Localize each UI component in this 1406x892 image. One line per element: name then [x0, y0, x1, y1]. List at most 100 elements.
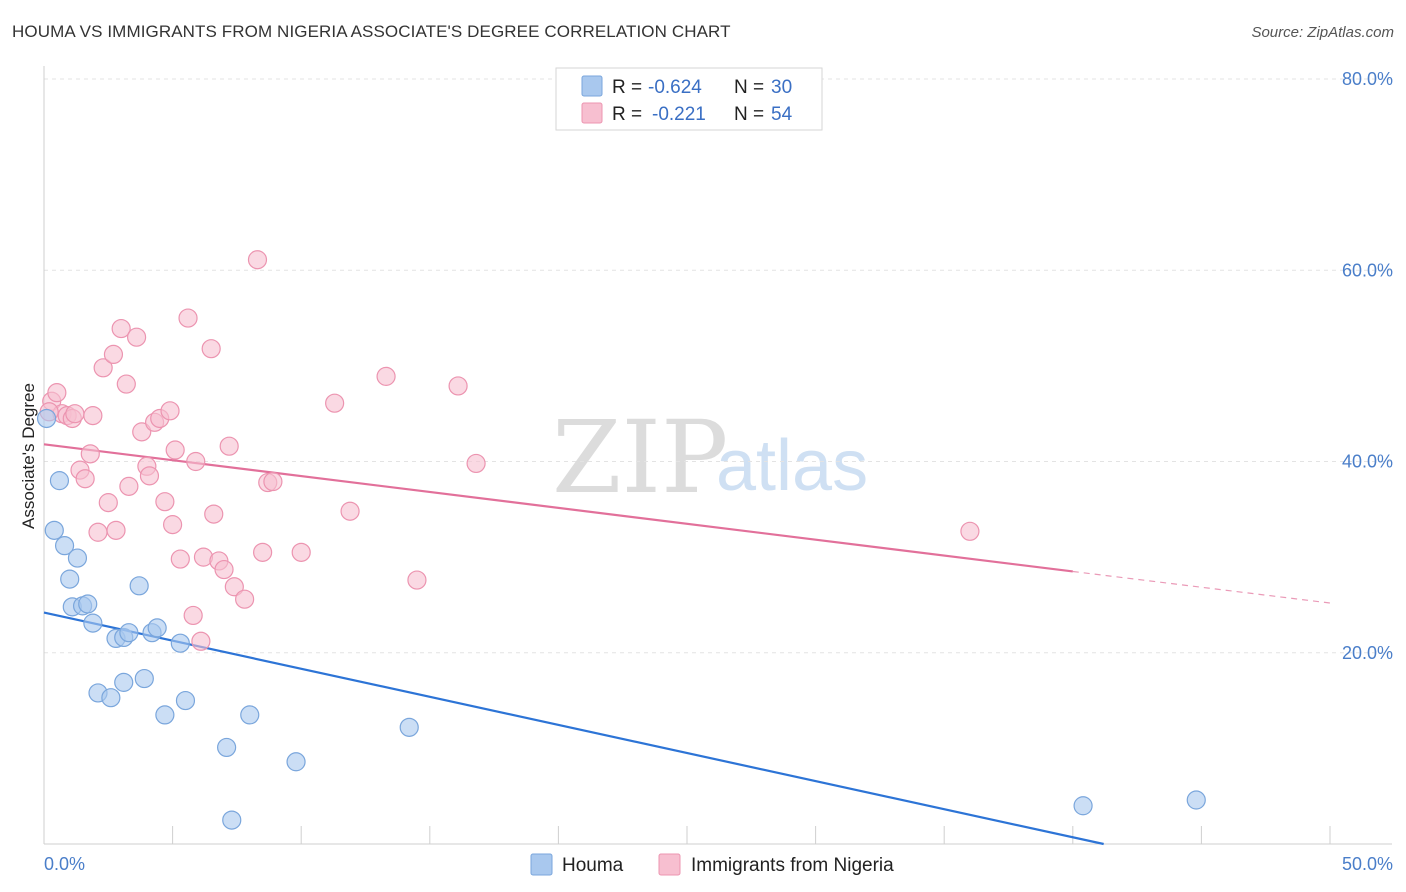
- legend-row-houma: R = -0.624 N = 30: [581, 75, 792, 98]
- y-tick-label: 60.0%: [1342, 260, 1393, 280]
- point-houma: [83, 613, 103, 633]
- point-houma: [147, 618, 167, 638]
- point-nigeria: [83, 406, 103, 426]
- x-tick-label: 50.0%: [1342, 854, 1393, 874]
- point-nigeria: [376, 366, 396, 386]
- bottom-legend-swatch-houma: [530, 853, 553, 876]
- trend-line-nigeria: [43, 443, 1073, 573]
- point-nigeria: [219, 436, 239, 456]
- point-nigeria: [119, 476, 139, 496]
- legend-r-label: R =: [612, 104, 642, 125]
- point-houma: [119, 623, 139, 643]
- point-nigeria: [263, 471, 283, 492]
- point-houma: [101, 688, 121, 708]
- point-nigeria: [160, 401, 180, 421]
- point-nigeria: [111, 318, 131, 339]
- trend-lines: [43, 443, 1331, 846]
- y-tick-label: 20.0%: [1342, 643, 1393, 663]
- point-nigeria: [214, 559, 234, 580]
- point-houma: [114, 672, 134, 692]
- point-nigeria: [960, 521, 980, 541]
- point-houma: [1073, 796, 1093, 816]
- point-nigeria: [235, 589, 255, 609]
- point-nigeria: [204, 504, 224, 524]
- y-tick-label: 80.0%: [1342, 69, 1393, 89]
- point-nigeria: [247, 250, 268, 270]
- point-nigeria: [201, 339, 221, 359]
- point-nigeria: [291, 542, 311, 562]
- point-nigeria: [75, 469, 95, 489]
- point-nigeria: [186, 451, 206, 472]
- x-tick-label: 0.0%: [44, 854, 85, 874]
- point-houma: [134, 668, 154, 689]
- y-axis-label: Associate's Degree: [19, 383, 38, 529]
- legend-r-label: R =: [612, 77, 642, 98]
- point-houma: [1186, 790, 1206, 810]
- trend-line-nigeria-extension: [1072, 570, 1331, 604]
- gridlines: [44, 78, 1392, 654]
- point-nigeria: [65, 404, 85, 424]
- y-tick-label: 40.0%: [1342, 452, 1393, 472]
- point-houma: [129, 576, 149, 596]
- point-nigeria: [191, 631, 211, 651]
- point-houma: [286, 752, 306, 772]
- point-nigeria: [126, 327, 147, 347]
- point-houma: [217, 737, 237, 758]
- legend-n-value: 54: [771, 104, 793, 125]
- point-houma: [67, 548, 88, 568]
- legend-swatch-houma: [581, 75, 603, 97]
- x-tick-labels: 0.0% 50.0%: [44, 854, 1393, 874]
- point-nigeria: [98, 493, 118, 513]
- point-nigeria: [340, 501, 360, 521]
- point-nigeria: [116, 374, 136, 394]
- bottom-legend: Houma Immigrants from Nigeria: [530, 853, 894, 876]
- legend-n-label: N =: [734, 77, 764, 98]
- point-nigeria: [47, 383, 67, 403]
- point-houma: [78, 594, 98, 614]
- point-houma: [240, 705, 260, 725]
- point-nigeria: [466, 453, 486, 474]
- watermark-atlas: atlas: [716, 426, 868, 506]
- point-houma: [36, 408, 57, 429]
- point-nigeria: [448, 376, 468, 396]
- trend-line-houma: [43, 611, 1104, 846]
- point-houma: [54, 536, 75, 556]
- point-houma: [399, 717, 419, 737]
- legend-row-nigeria: R = -0.221 N = 54: [581, 102, 793, 125]
- point-houma: [44, 520, 64, 540]
- watermark-zip: ZIP: [552, 399, 728, 516]
- y-tick-labels: 20.0% 40.0% 60.0% 80.0%: [1342, 69, 1393, 663]
- point-houma: [170, 633, 190, 653]
- legend-n-label: N =: [734, 104, 764, 125]
- legend-n-value: 30: [771, 77, 792, 98]
- point-houma: [222, 810, 242, 830]
- point-nigeria: [155, 492, 175, 512]
- point-nigeria: [253, 542, 273, 562]
- point-nigeria: [178, 308, 198, 328]
- legend-swatch-nigeria: [581, 102, 603, 124]
- chart-title: HOUMA VS IMMIGRANTS FROM NIGERIA ASSOCIA…: [12, 22, 731, 41]
- data-points: [36, 250, 1206, 830]
- legend-r-value: -0.624: [648, 77, 702, 98]
- legend-r-value: -0.221: [652, 104, 706, 125]
- point-houma: [175, 690, 196, 711]
- point-nigeria: [132, 422, 152, 442]
- point-nigeria: [325, 393, 345, 413]
- bottom-legend-label-nigeria: Immigrants from Nigeria: [691, 855, 894, 876]
- point-nigeria: [139, 466, 160, 486]
- point-houma: [60, 569, 80, 589]
- source-credit: Source: ZipAtlas.com: [1251, 24, 1394, 41]
- point-nigeria: [170, 549, 190, 569]
- point-nigeria: [165, 440, 185, 460]
- bottom-legend-label-houma: Houma: [562, 855, 624, 876]
- watermark: ZIP atlas: [552, 399, 868, 516]
- point-houma: [49, 471, 70, 491]
- bottom-legend-swatch-nigeria: [658, 853, 681, 876]
- point-nigeria: [88, 522, 108, 542]
- point-nigeria: [224, 577, 244, 597]
- legend-box: R = -0.624 N = 30 R = -0.221 N = 54: [555, 67, 823, 131]
- point-nigeria: [103, 344, 124, 364]
- point-nigeria: [106, 520, 126, 540]
- point-nigeria: [80, 444, 100, 464]
